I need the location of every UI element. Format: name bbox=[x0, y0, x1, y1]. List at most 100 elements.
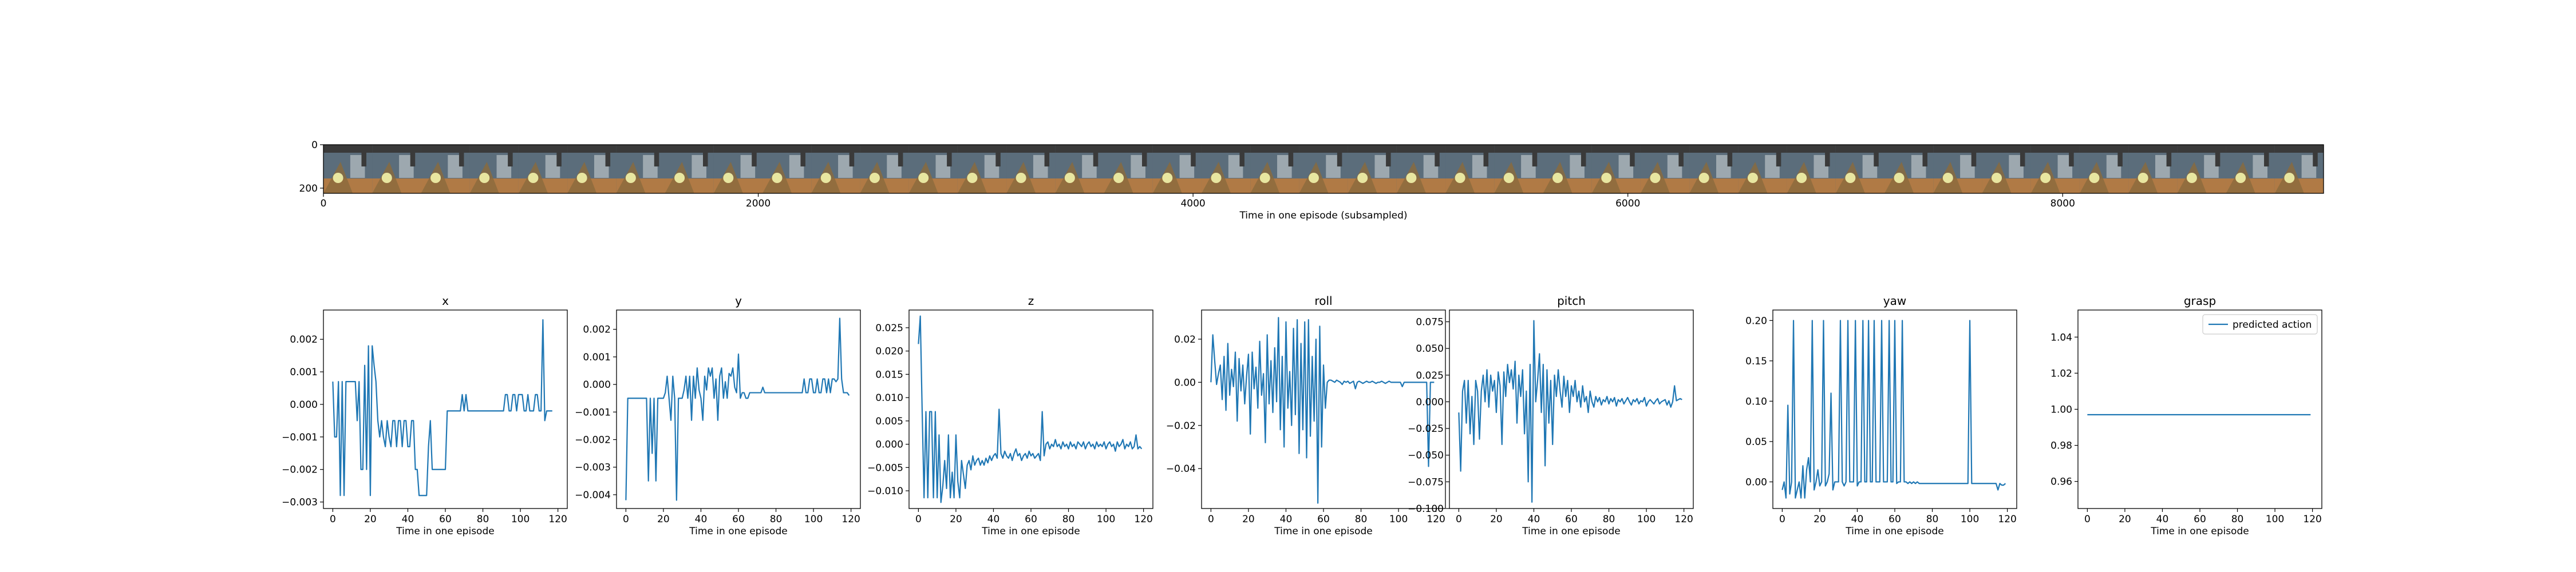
strip-frame bbox=[2128, 145, 2178, 193]
x-tick-label: 0 bbox=[1208, 514, 1214, 525]
strip-frame bbox=[1543, 145, 1593, 193]
y-tick-label: −0.001 bbox=[282, 432, 318, 443]
strip-frame bbox=[860, 145, 910, 193]
x-axis-label: Time in one episode bbox=[1522, 526, 1620, 537]
series-line-yaw bbox=[1781, 320, 2006, 499]
series-line-z bbox=[918, 315, 1143, 503]
x-tick-label: 100 bbox=[511, 514, 530, 525]
x-tick-label: 100 bbox=[1961, 514, 1979, 525]
y-tick-label: 0.20 bbox=[1745, 315, 1767, 327]
strip-frame bbox=[2177, 145, 2227, 193]
strip-frame bbox=[1787, 145, 1836, 193]
x-tick-label: 60 bbox=[439, 514, 452, 525]
subplot-title: yaw bbox=[1883, 294, 1906, 308]
x-tick-label: 20 bbox=[1490, 514, 1503, 525]
x-tick-label: 20 bbox=[364, 514, 377, 525]
x-tick-label: 40 bbox=[2156, 514, 2169, 525]
x-tick-label: 60 bbox=[1317, 514, 1330, 525]
strip-x-tick-label: 4000 bbox=[1180, 198, 1205, 209]
x-tick-label: 60 bbox=[1025, 514, 1037, 525]
x-tick-label: 120 bbox=[1427, 514, 1445, 525]
y-tick-label: 1.00 bbox=[2050, 404, 2072, 416]
y-tick-label: −0.075 bbox=[1408, 476, 1444, 488]
strip-x-tick-label: 2000 bbox=[746, 198, 771, 209]
y-tick-label: 0.00 bbox=[1745, 476, 1767, 488]
y-tick-label: 0.05 bbox=[1745, 436, 1767, 448]
strip-frame bbox=[567, 145, 617, 193]
strip-frame bbox=[665, 145, 714, 193]
subplot-title: roll bbox=[1314, 294, 1332, 308]
y-tick-label: −0.004 bbox=[575, 490, 611, 501]
strip-frame bbox=[2079, 145, 2129, 193]
strip-frame bbox=[1104, 145, 1153, 193]
x-tick-label: 80 bbox=[477, 514, 489, 525]
x-tick-label: 60 bbox=[2194, 514, 2206, 525]
strip-frame bbox=[323, 145, 373, 193]
subplot-title: y bbox=[735, 294, 742, 308]
y-tick-label: −0.002 bbox=[575, 435, 611, 446]
x-tick-label: 100 bbox=[804, 514, 823, 525]
y-tick-label: 0.025 bbox=[1416, 370, 1444, 382]
x-tick-label: 20 bbox=[2119, 514, 2131, 525]
strip-frame bbox=[713, 145, 763, 193]
y-tick-label: −0.003 bbox=[282, 497, 318, 509]
x-tick-label: 60 bbox=[1888, 514, 1901, 525]
x-tick-label: 80 bbox=[1062, 514, 1075, 525]
y-tick-label: 0.15 bbox=[1745, 356, 1767, 367]
subplot-y: y 0 20 40 60 80 100 120 −0.004 −0.003 −0.002 −0.001… bbox=[575, 294, 861, 537]
strip-y-tick-label: 200 bbox=[299, 183, 318, 194]
strip-frame bbox=[1201, 145, 1251, 193]
series-line-roll bbox=[1210, 317, 1435, 504]
x-tick-label: 40 bbox=[987, 514, 1000, 525]
x-tick-label: 120 bbox=[1674, 514, 1693, 525]
subplot-roll: roll 0 20 40 60 80 100 120 −0.04 −0.02 0.00 0.02 Tim… bbox=[1166, 294, 1446, 537]
image-strip-y-ticks: 0 200 bbox=[299, 140, 323, 194]
x-tick-label: 80 bbox=[770, 514, 783, 525]
y-tick-label: 0.010 bbox=[875, 392, 903, 404]
strip-frame bbox=[616, 145, 666, 193]
strip-frame bbox=[1689, 145, 1739, 193]
strip-frame bbox=[1396, 145, 1446, 193]
image-strip-frames bbox=[323, 145, 2324, 193]
strip-frame bbox=[1884, 145, 1934, 193]
x-tick-label: 0 bbox=[623, 514, 629, 525]
y-tick-label: 0.075 bbox=[1416, 317, 1444, 328]
x-tick-label: 20 bbox=[1814, 514, 1826, 525]
y-tick-label: 1.04 bbox=[2050, 332, 2072, 343]
series-line-x bbox=[332, 319, 552, 496]
subplot-yaw: yaw 0 20 40 60 80 100 120 0.00 0.05 0.10 0.15 0.20 Ti… bbox=[1745, 294, 2017, 537]
y-tick-label: 0.96 bbox=[2050, 476, 2072, 488]
y-tick-label: 0.00 bbox=[1174, 377, 1196, 388]
strip-frame bbox=[2226, 145, 2275, 193]
strip-frame bbox=[1152, 145, 1202, 193]
x-tick-label: 0 bbox=[1779, 514, 1785, 525]
strip-frame bbox=[1055, 145, 1105, 193]
strip-y-tick-label: 0 bbox=[311, 140, 318, 151]
x-tick-label: 80 bbox=[1926, 514, 1939, 525]
y-tick-label: 0.020 bbox=[875, 346, 903, 357]
y-tick-label: 0.002 bbox=[290, 334, 318, 345]
strip-x-tick-label: 8000 bbox=[2050, 198, 2075, 209]
y-tick-label: 0.005 bbox=[875, 416, 903, 427]
strip-frame bbox=[469, 145, 519, 193]
y-tick-label: 0.10 bbox=[1745, 396, 1767, 407]
strip-x-tick-label: 0 bbox=[321, 198, 327, 209]
strip-frame bbox=[957, 145, 1007, 193]
x-tick-label: 60 bbox=[1565, 514, 1578, 525]
y-tick-label: −0.050 bbox=[1408, 450, 1444, 462]
strip-frame bbox=[908, 145, 958, 193]
strip-frame bbox=[1835, 145, 1885, 193]
y-tick-label: −0.02 bbox=[1166, 420, 1196, 432]
image-strip-frame-border bbox=[323, 144, 2324, 194]
subplot-x: x 0 20 40 60 80 100 120 −0.003 −0.002 −0.001 0.000 0… bbox=[282, 294, 568, 537]
action-subplots: x0 20 40 60 80 100 120−0.003−0.002−0.0010.0000… bbox=[282, 294, 2322, 537]
legend-box bbox=[2202, 314, 2318, 335]
x-tick-label: 120 bbox=[2303, 514, 2321, 525]
x-tick-label: 80 bbox=[1355, 514, 1368, 525]
x-tick-label: 100 bbox=[1389, 514, 1408, 525]
strip-frame bbox=[1982, 145, 2032, 193]
y-tick-label: −0.003 bbox=[575, 462, 611, 474]
